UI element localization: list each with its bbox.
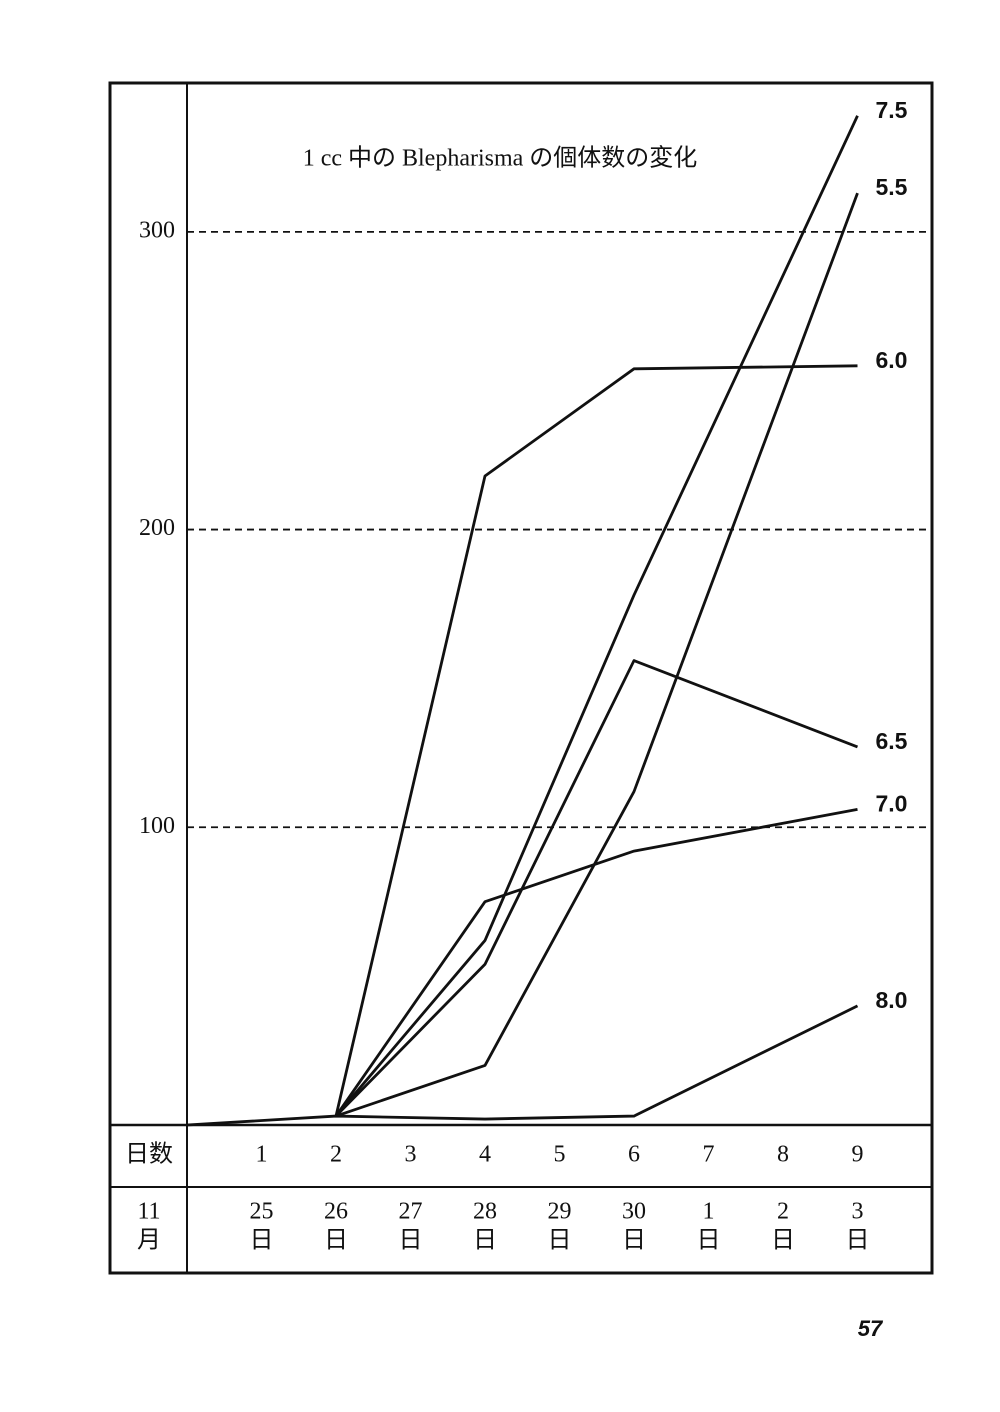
series-label: 7.5 bbox=[876, 97, 908, 123]
y-tick-label: 100 bbox=[139, 813, 175, 839]
date-label: 日 bbox=[622, 1228, 646, 1254]
date-label: 3 bbox=[852, 1199, 864, 1225]
x-tick-label: 7 bbox=[703, 1142, 715, 1168]
chart-title: 1 cc 中の Blepharisma の個体数の変化 bbox=[303, 145, 698, 172]
series-label: 6.0 bbox=[876, 347, 908, 373]
y-tick-label: 200 bbox=[139, 515, 175, 541]
x-tick-label: 9 bbox=[852, 1142, 864, 1168]
series-label: 6.5 bbox=[876, 728, 908, 754]
x-tick-label: 1 bbox=[256, 1142, 268, 1168]
x-axis-label: 日数 bbox=[125, 1141, 173, 1168]
series-line bbox=[334, 115, 859, 1117]
series-line bbox=[335, 192, 859, 1118]
y-tick-label: 300 bbox=[139, 217, 175, 243]
x-tick-label: 6 bbox=[628, 1142, 640, 1168]
x-tick-label: 4 bbox=[479, 1142, 491, 1168]
date-label: 日 bbox=[473, 1228, 497, 1254]
frame bbox=[108, 81, 934, 1275]
date-label: 日 bbox=[548, 1228, 572, 1254]
date-label: 1 bbox=[703, 1199, 715, 1225]
x-tick-label: 8 bbox=[777, 1142, 789, 1168]
series-line bbox=[335, 659, 859, 1118]
date-label: 日 bbox=[846, 1228, 870, 1254]
date-label: 2 bbox=[777, 1199, 789, 1225]
date-label: 日 bbox=[771, 1228, 795, 1254]
date-label: 25 bbox=[250, 1199, 274, 1225]
x-tick-label: 2 bbox=[330, 1142, 342, 1168]
x-tick-label: 5 bbox=[554, 1142, 566, 1168]
date-label: 28 bbox=[473, 1199, 497, 1225]
date-label: 30 bbox=[622, 1199, 646, 1225]
x-tick-label: 3 bbox=[405, 1142, 417, 1168]
series-label: 5.5 bbox=[876, 174, 908, 200]
month-label: 月 bbox=[137, 1228, 161, 1254]
date-label: 日 bbox=[324, 1228, 348, 1254]
date-label: 29 bbox=[548, 1199, 572, 1225]
month-label: 11 bbox=[137, 1199, 160, 1225]
date-label: 日 bbox=[697, 1228, 721, 1254]
date-label: 日 bbox=[250, 1228, 274, 1254]
series-line bbox=[334, 808, 858, 1117]
date-label: 日 bbox=[399, 1228, 423, 1254]
series-line bbox=[334, 364, 858, 1117]
series-label: 8.0 bbox=[876, 987, 908, 1013]
date-label: 26 bbox=[324, 1199, 348, 1225]
series-line bbox=[186, 1004, 859, 1127]
series-label: 7.0 bbox=[876, 791, 908, 817]
date-label: 27 bbox=[399, 1199, 423, 1225]
page-number: 57 bbox=[858, 1316, 884, 1341]
